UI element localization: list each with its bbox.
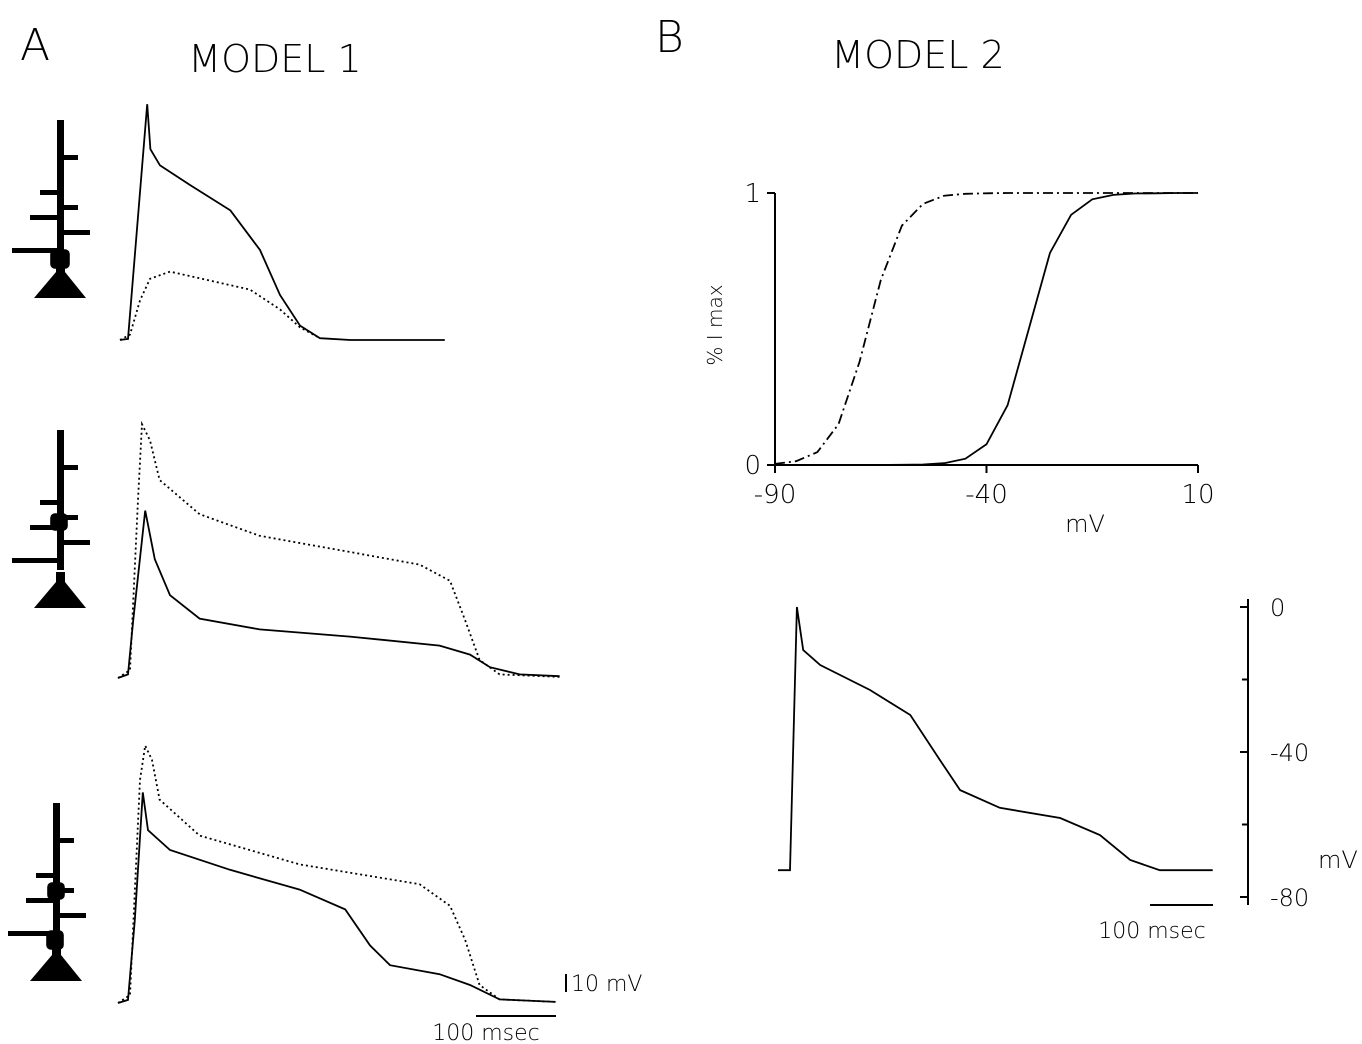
trace bbox=[117, 792, 556, 1004]
x-tick-label: -40 bbox=[965, 480, 1007, 510]
trace bbox=[117, 420, 560, 679]
trace bbox=[775, 192, 1198, 466]
trace bbox=[774, 192, 1198, 465]
y-tick-label: -40 bbox=[1270, 739, 1309, 767]
y-axis-label: % I max bbox=[703, 284, 727, 365]
panel-title: MODEL 1 bbox=[188, 37, 361, 81]
panel-letter: A bbox=[20, 20, 50, 71]
y-tick-label: 1 bbox=[744, 179, 761, 209]
trace bbox=[117, 510, 560, 679]
x-axis-label: mV bbox=[1065, 510, 1105, 538]
y-tick-label: 0 bbox=[1270, 594, 1285, 622]
panel-letter: B bbox=[655, 12, 684, 63]
x-tick-label: -90 bbox=[754, 480, 796, 510]
trace bbox=[119, 270, 321, 341]
x-tick-label: 10 bbox=[1181, 480, 1214, 510]
y-tick-label: 0 bbox=[744, 451, 761, 481]
scale-label: 100 msec bbox=[1098, 919, 1206, 944]
scale-label: 100 msec bbox=[432, 1021, 540, 1044]
cell-diagram bbox=[8, 803, 86, 981]
trace bbox=[117, 742, 556, 1004]
y-axis-label: mV bbox=[1318, 846, 1358, 874]
cell-diagram bbox=[12, 430, 90, 608]
y-tick-label: -80 bbox=[1270, 884, 1309, 912]
scale-label: 10 mV bbox=[571, 972, 642, 997]
trace bbox=[119, 104, 445, 341]
cell-diagram bbox=[12, 120, 90, 298]
panel-title: MODEL 2 bbox=[831, 33, 1004, 77]
trace bbox=[778, 606, 1213, 872]
